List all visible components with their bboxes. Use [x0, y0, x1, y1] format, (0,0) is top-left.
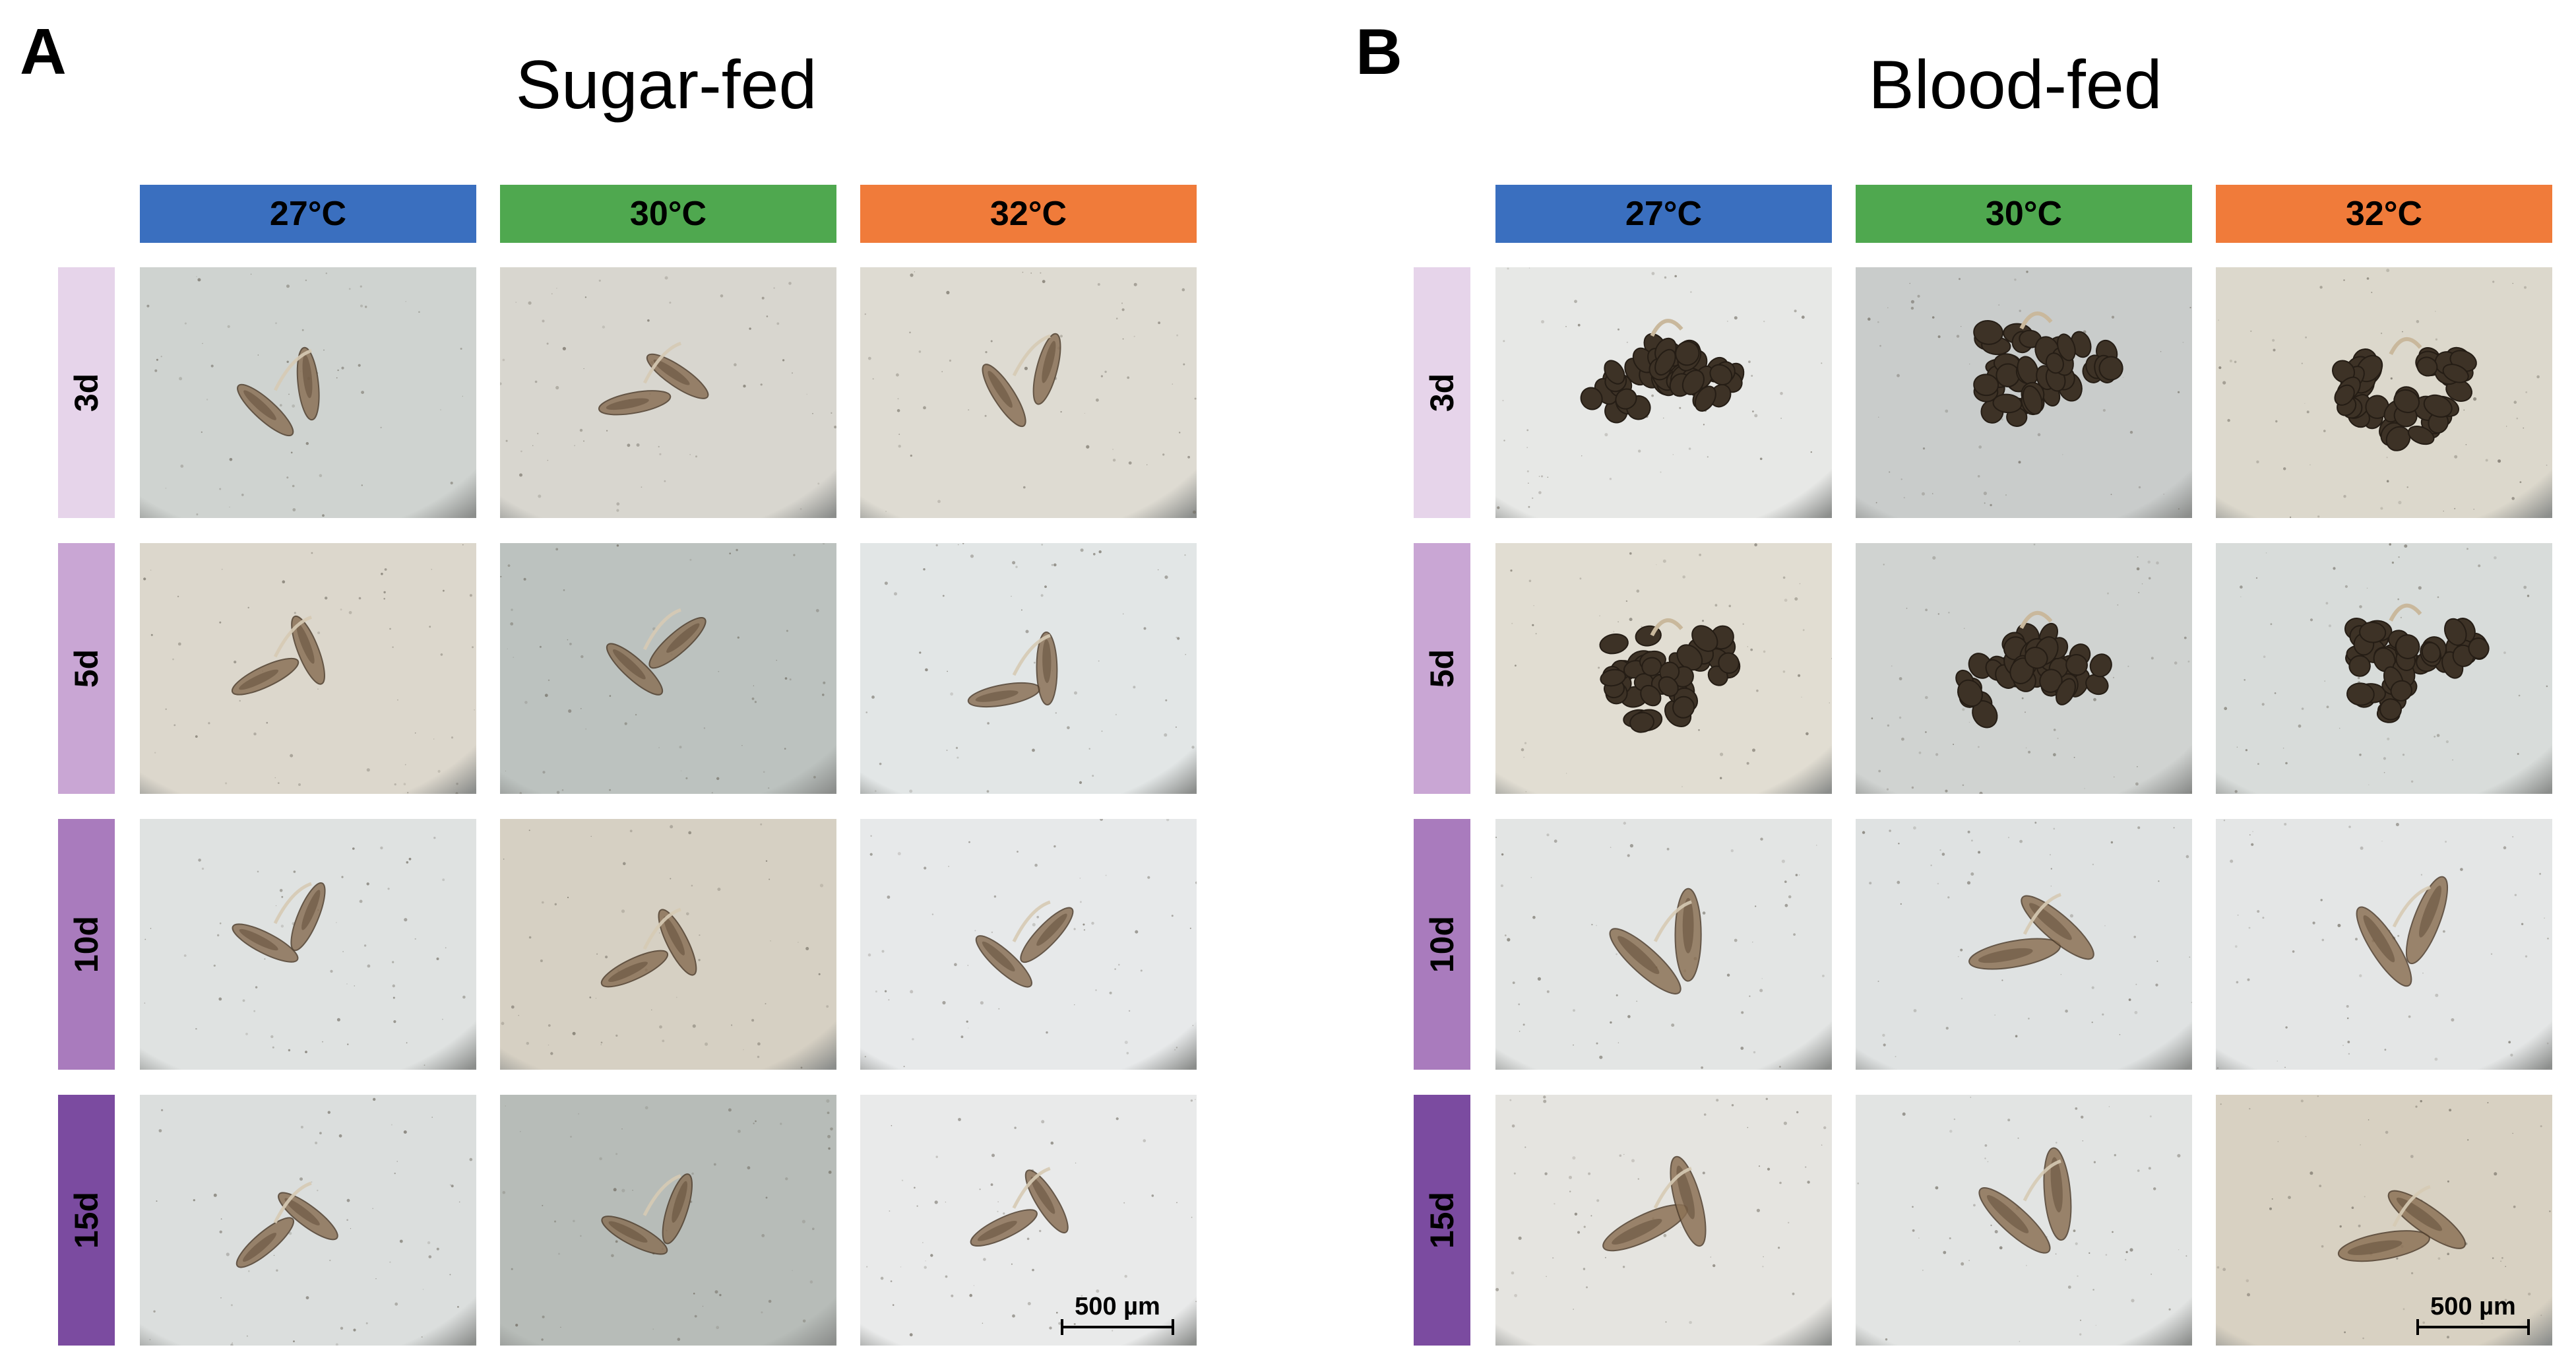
micrograph-blood-r0-c2: [2216, 267, 2552, 518]
column-header-0: 27°C: [140, 185, 476, 243]
scale-bar-label: 500 µm: [1075, 1293, 1160, 1320]
row-label-3: 15d: [1414, 1095, 1470, 1346]
micrograph-sugar-r3-c0: [140, 1095, 476, 1346]
micrograph-sugar-r2-c1: [500, 819, 836, 1070]
row-label-2: 10d: [1414, 819, 1470, 1070]
micrograph-blood-r3-c1: [1856, 1095, 2192, 1346]
row-label-2: 10d: [58, 819, 115, 1070]
micrograph-blood-r3-c2: [2216, 1095, 2552, 1346]
scale-bar-line: [2416, 1319, 2530, 1335]
micrograph-image: [1856, 543, 2192, 794]
panel-title: Blood-fed: [1868, 47, 2162, 123]
row-label-3: 15d: [58, 1095, 115, 1346]
scale-bar-label: 500 µm: [2430, 1293, 2516, 1320]
scale-bar-line: [1061, 1319, 1174, 1335]
micrograph-image: [500, 819, 836, 1070]
column-header-1: 30°C: [1856, 185, 2192, 243]
micrograph-image: [1495, 543, 1832, 794]
row-label-text: 10d: [68, 915, 106, 973]
micrograph-blood-r1-c0: [1495, 543, 1832, 794]
row-label-0: 3d: [58, 267, 115, 518]
micrograph-blood-r2-c2: [2216, 819, 2552, 1070]
micrograph-sugar-r1-c2: [860, 543, 1197, 794]
micrograph-image: [1856, 819, 2192, 1070]
micrograph-blood-r1-c1: [1856, 543, 2192, 794]
micrograph-image: [860, 819, 1197, 1070]
micrograph-sugar-r0-c2: [860, 267, 1197, 518]
micrograph-sugar-r1-c1: [500, 543, 836, 794]
row-label-text: 15d: [68, 1191, 106, 1249]
row-label-0: 3d: [1414, 267, 1470, 518]
panel-letter: B: [1356, 15, 1402, 88]
column-header-1: 30°C: [500, 185, 836, 243]
micrograph-sugar-r3-c1: [500, 1095, 836, 1346]
scale-bar: 500 µm: [1058, 1293, 1177, 1335]
micrograph-image: [2216, 819, 2552, 1070]
micrograph-image: [1495, 1095, 1832, 1346]
micrograph-sugar-r3-c2: [860, 1095, 1197, 1346]
row-label-text: 15d: [1424, 1191, 1461, 1249]
row-label-1: 5d: [58, 543, 115, 794]
micrograph-sugar-r0-c1: [500, 267, 836, 518]
micrograph-image: [860, 543, 1197, 794]
panel-sugar-fed: A Sugar-fed 27°C 30°C 32°C 3d: [0, 0, 1286, 1366]
micrograph-sugar-r0-c0: [140, 267, 476, 518]
micrograph-image: [860, 267, 1197, 518]
scale-bar: 500 µm: [2414, 1293, 2532, 1335]
micrograph-blood-r2-c1: [1856, 819, 2192, 1070]
row-label-text: 3d: [67, 373, 105, 412]
row-label-1: 5d: [1414, 543, 1470, 794]
micrograph-blood-r1-c2: [2216, 543, 2552, 794]
micrograph-sugar-r2-c2: [860, 819, 1197, 1070]
column-header-0: 27°C: [1495, 185, 1832, 243]
micrograph-image: [140, 1095, 476, 1346]
column-header-2: 32°C: [860, 185, 1197, 243]
micrograph-image: [140, 543, 476, 794]
micrograph-sugar-r1-c0: [140, 543, 476, 794]
micrograph-blood-r2-c0: [1495, 819, 1832, 1070]
row-label-text: 5d: [67, 649, 105, 688]
micrograph-blood-r3-c0: [1495, 1095, 1832, 1346]
micrograph-blood-r0-c0: [1495, 267, 1832, 518]
micrograph-blood-r0-c1: [1856, 267, 2192, 518]
micrograph-image: [1856, 1095, 2192, 1346]
micrograph-image: [2216, 267, 2552, 518]
panel-letter: A: [20, 15, 67, 88]
micrograph-image: [500, 267, 836, 518]
micrograph-image: [2216, 543, 2552, 794]
panel-blood-fed: B Blood-fed 27°C 30°C 32°C 3d 5d 10d: [1356, 0, 2576, 1366]
row-label-text: 10d: [1424, 915, 1461, 973]
panel-title: Sugar-fed: [515, 47, 817, 123]
micrograph-sugar-r2-c0: [140, 819, 476, 1070]
micrograph-image: [2216, 1095, 2552, 1346]
micrograph-image: [500, 543, 836, 794]
micrograph-image: [140, 819, 476, 1070]
column-header-2: 32°C: [2216, 185, 2552, 243]
micrograph-image: [860, 1095, 1197, 1346]
micrograph-image: [500, 1095, 836, 1346]
row-label-text: 5d: [1423, 649, 1461, 688]
micrograph-image: [1856, 267, 2192, 518]
row-label-text: 3d: [1423, 373, 1461, 412]
micrograph-image: [1495, 819, 1832, 1070]
micrograph-image: [1495, 267, 1832, 518]
micrograph-image: [140, 267, 476, 518]
